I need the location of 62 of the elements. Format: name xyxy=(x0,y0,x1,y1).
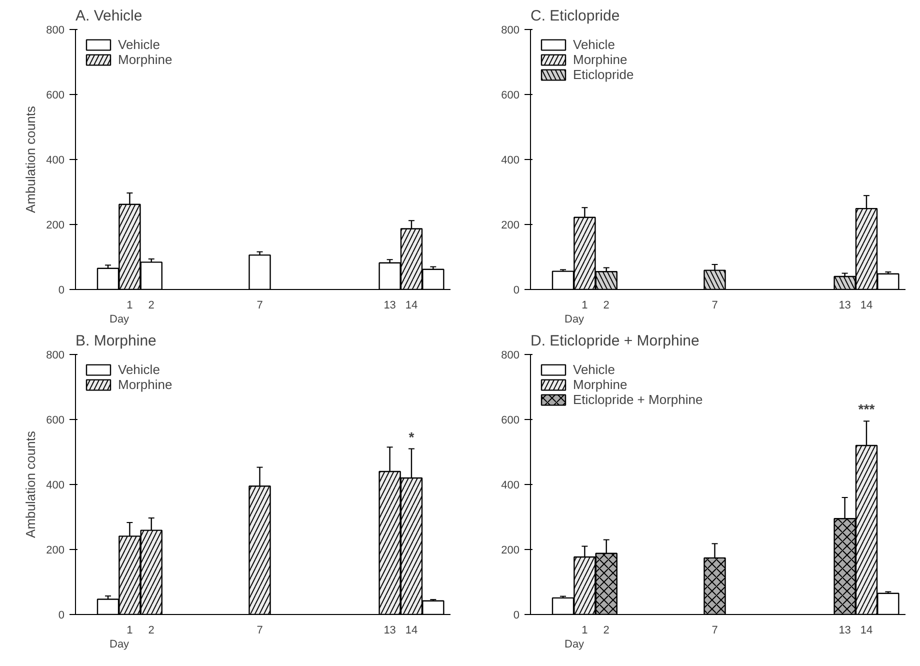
y-tick-label: 400 xyxy=(501,480,520,492)
x-tick-label: 1 xyxy=(126,300,133,312)
y-tick-label: 200 xyxy=(46,544,65,556)
y-tick-label: 400 xyxy=(46,480,65,492)
x-tick-label: 1 xyxy=(582,300,588,312)
chart-title: B. Morphine xyxy=(76,332,156,350)
y-tick-label: 600 xyxy=(501,90,520,102)
legend-label: Morphine xyxy=(118,52,172,67)
x-tick-label: 2 xyxy=(603,624,610,636)
x-axis-title: Day xyxy=(564,314,585,326)
y-tick-label: 800 xyxy=(46,24,65,36)
x-axis-title: Day xyxy=(564,638,585,650)
y-tick-label: 600 xyxy=(501,414,520,426)
y-tick-label: 0 xyxy=(513,284,520,296)
x-tick-label: 13 xyxy=(384,624,396,636)
y-tick-label: 800 xyxy=(46,350,65,362)
x-tick-label: 7 xyxy=(256,300,263,312)
x-axis-title: Day xyxy=(110,314,130,326)
x-tick-label: 2 xyxy=(148,300,154,312)
x-tick-label: 7 xyxy=(256,624,263,636)
y-tick-label: 200 xyxy=(501,220,520,232)
y-tick-label: 200 xyxy=(46,220,65,232)
x-tick-label: 14 xyxy=(860,300,873,312)
legend-label: Morphine xyxy=(573,52,628,67)
annotation: * xyxy=(408,428,415,445)
y-tick-label: 800 xyxy=(501,350,520,362)
legend-label: Morphine xyxy=(118,377,172,392)
x-tick-label: 2 xyxy=(148,624,154,636)
x-tick-label: 7 xyxy=(712,300,718,312)
y-tick-label: 200 xyxy=(501,544,520,556)
legend-label: Eticlopride xyxy=(573,67,634,82)
x-axis-title: Day xyxy=(110,638,130,650)
x-tick-label: 13 xyxy=(384,300,396,312)
chart-title: A. Vehicle xyxy=(76,8,142,24)
x-tick-label: 7 xyxy=(712,624,718,636)
legend-label: Vehicle xyxy=(573,362,615,377)
x-tick-label: 1 xyxy=(582,624,588,636)
y-axis-title: Ambulation counts xyxy=(23,106,38,213)
y-tick-label: 400 xyxy=(501,154,520,166)
x-tick-label: 1 xyxy=(126,624,133,636)
x-tick-label: 14 xyxy=(405,624,418,636)
legend-label: Vehicle xyxy=(118,362,160,377)
x-tick-label: 13 xyxy=(838,624,851,636)
y-tick-label: 0 xyxy=(513,610,520,622)
x-tick-label: 13 xyxy=(838,300,851,312)
y-tick-label: 0 xyxy=(58,610,65,622)
legend-label: Vehicle xyxy=(573,37,615,52)
x-tick-label: 14 xyxy=(405,300,418,312)
y-tick-label: 600 xyxy=(46,414,65,426)
y-axis-title: Ambulation counts xyxy=(23,430,38,538)
x-tick-label: 14 xyxy=(860,624,873,636)
y-tick-label: 400 xyxy=(46,154,65,166)
y-tick-label: 0 xyxy=(58,284,65,296)
chart-title: D. Eticlopride + Morphine xyxy=(530,332,700,350)
legend-label: Vehicle xyxy=(118,37,160,52)
annotation: *** xyxy=(858,401,876,418)
y-tick-label: 600 xyxy=(46,90,65,102)
legend-label: Eticlopride + Morphine xyxy=(573,392,703,407)
chart-title: C. Eticlopride xyxy=(530,8,620,24)
legend-label: Morphine xyxy=(573,377,628,392)
y-tick-label: 800 xyxy=(501,24,520,36)
x-tick-label: 2 xyxy=(603,300,610,312)
